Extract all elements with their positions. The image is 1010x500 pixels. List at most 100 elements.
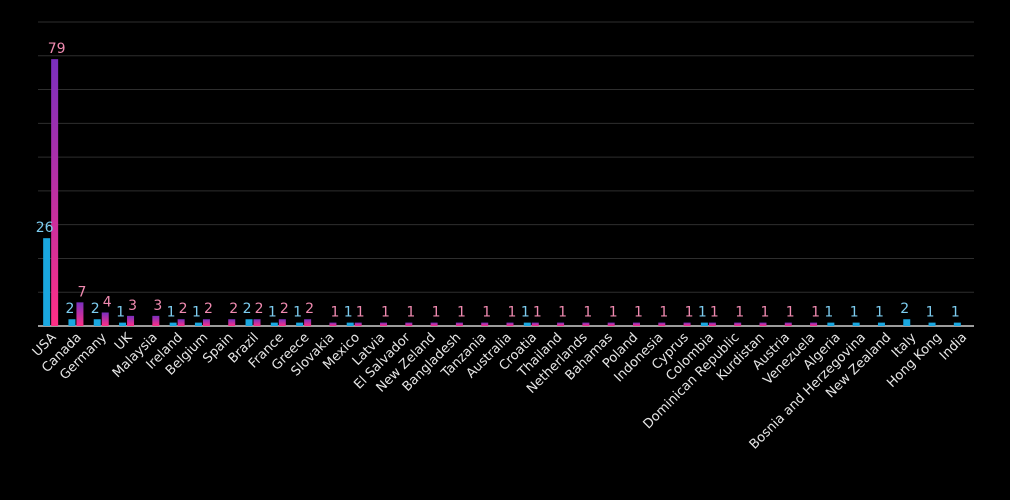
- data-label-series-a: 1: [824, 305, 833, 321]
- data-label-series-a: 1: [116, 305, 125, 321]
- bar-series-a: [827, 322, 835, 326]
- data-label-series-a: 1: [926, 305, 935, 321]
- bar-series-b: [708, 322, 716, 326]
- data-label-series-b: 1: [735, 305, 744, 321]
- data-label-series-b: 1: [432, 305, 441, 321]
- data-label-series-b: 1: [609, 305, 618, 321]
- data-label-series-b: 1: [330, 305, 339, 321]
- data-label-series-b: 7: [77, 284, 86, 300]
- bar-series-a: [43, 238, 51, 326]
- bar-series-b: [329, 322, 337, 326]
- data-label-series-b: 1: [786, 305, 795, 321]
- bar-series-b: [380, 322, 388, 326]
- bar-series-b: [202, 319, 210, 326]
- bar-series-b: [152, 315, 160, 326]
- bar-series-b: [405, 322, 413, 326]
- data-label-series-a: 26: [36, 220, 54, 236]
- data-label-series-b: 2: [255, 301, 264, 317]
- data-label-series-a: 1: [192, 305, 201, 321]
- bar-series-b: [354, 322, 362, 326]
- data-label-series-b: 2: [280, 301, 289, 317]
- data-label-series-b: 2: [179, 301, 188, 317]
- data-label-series-a: 1: [850, 305, 859, 321]
- data-label-series-b: 3: [128, 298, 137, 314]
- bar-series-b: [607, 322, 615, 326]
- bar-series-b: [76, 302, 84, 326]
- data-label-series-a: 1: [875, 305, 884, 321]
- data-label-series-a: 1: [698, 305, 707, 321]
- bar-series-a: [296, 322, 304, 326]
- data-label-series-b: 1: [533, 305, 542, 321]
- data-label-series-b: 1: [761, 305, 770, 321]
- bar-series-a: [346, 322, 354, 326]
- bar-series-a: [93, 319, 101, 326]
- data-label-series-a: 2: [900, 301, 909, 317]
- bar-series-a: [903, 319, 911, 326]
- data-label-series-b: 1: [710, 305, 719, 321]
- data-label-series-a: 2: [91, 301, 100, 317]
- bar-series-b: [127, 315, 135, 326]
- bar-series-b: [177, 319, 185, 326]
- bar-series-b: [531, 322, 539, 326]
- data-label-series-b: 1: [558, 305, 567, 321]
- data-label-series-b: 79: [48, 41, 66, 57]
- bar-series-b: [582, 322, 590, 326]
- bar-series-a: [169, 322, 177, 326]
- data-label-series-a: 1: [951, 305, 960, 321]
- bar-series-b: [101, 312, 109, 326]
- grid-lines: [38, 21, 974, 327]
- bar-series-b: [683, 322, 691, 326]
- bar-series-b: [278, 319, 286, 326]
- bar-series-b: [784, 322, 792, 326]
- data-label-series-b: 2: [305, 301, 314, 317]
- data-label-series-a: 1: [521, 305, 530, 321]
- bar-series-b: [557, 322, 565, 326]
- bar-series-a: [270, 322, 278, 326]
- bar-series-b: [430, 322, 438, 326]
- data-label-series-b: 4: [103, 294, 112, 310]
- bar-series-a: [953, 322, 961, 326]
- bar-series-b: [253, 319, 261, 326]
- bar-series-b: [455, 322, 463, 326]
- bar-series-b: [481, 322, 489, 326]
- bars: [43, 59, 961, 327]
- bar-series-b: [228, 319, 236, 326]
- data-label-series-b: 1: [583, 305, 592, 321]
- bar-series-a: [700, 322, 708, 326]
- data-label-series-b: 1: [381, 305, 390, 321]
- data-label-series-b: 3: [153, 298, 162, 314]
- data-label-series-b: 1: [508, 305, 517, 321]
- bar-series-a: [523, 322, 531, 326]
- bar-series-b: [506, 322, 514, 326]
- data-label-series-b: 1: [811, 305, 820, 321]
- data-label-series-b: 2: [204, 301, 213, 317]
- bar-series-b: [759, 322, 767, 326]
- data-label-series-a: 1: [293, 305, 302, 321]
- bar-series-b: [734, 322, 742, 326]
- data-label-series-b: 1: [634, 305, 643, 321]
- bar-series-a: [852, 322, 860, 326]
- data-label-series-a: 1: [268, 305, 277, 321]
- bar-series-b: [658, 322, 666, 326]
- data-label-series-b: 1: [685, 305, 694, 321]
- x-tick-label: India: [937, 330, 970, 363]
- bar-series-a: [119, 322, 127, 326]
- bar-series-a: [928, 322, 936, 326]
- data-label-series-a: 1: [344, 305, 353, 321]
- data-label-series-a: 1: [167, 305, 176, 321]
- bar-series-a: [68, 319, 76, 326]
- data-label-series-b: 1: [482, 305, 491, 321]
- bar-series-a: [194, 322, 202, 326]
- bar-series-b: [51, 59, 59, 327]
- data-label-series-b: 1: [457, 305, 466, 321]
- bar-series-a: [245, 319, 253, 326]
- data-label-series-b: 2: [229, 301, 238, 317]
- data-label-series-a: 2: [65, 301, 74, 317]
- bar-series-b: [304, 319, 312, 326]
- bar-series-b: [810, 322, 818, 326]
- bar-series-a: [877, 322, 885, 326]
